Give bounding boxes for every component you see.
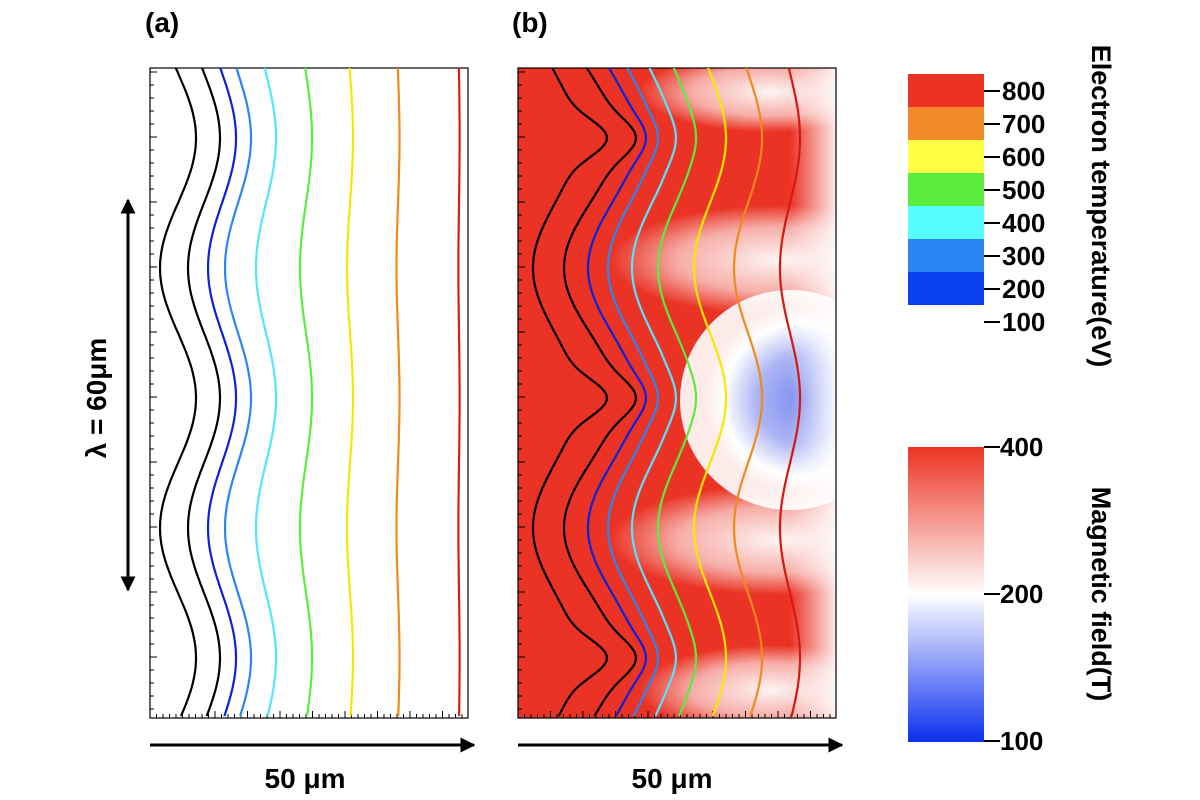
colorbar-tick-label: 500 bbox=[1002, 175, 1045, 205]
field-colorbar-gradient bbox=[908, 447, 984, 742]
colorbar-tick-label: 600 bbox=[1002, 142, 1045, 172]
panel-b-frame bbox=[517, 67, 837, 719]
contour-line bbox=[586, 68, 647, 717]
colorbar-tick-label: 300 bbox=[1002, 241, 1045, 271]
temperature-colorbar-bands bbox=[908, 74, 984, 305]
panel-b-y-ticks bbox=[518, 71, 525, 710]
panel-b-label: (b) bbox=[512, 7, 548, 38]
contour-line bbox=[254, 68, 278, 717]
field-colorbar-ticks: 400 200 100 bbox=[984, 432, 1043, 756]
contour-line bbox=[606, 68, 659, 717]
panel-b-xlabel: 50 μm bbox=[632, 763, 713, 794]
contour-line bbox=[186, 68, 222, 717]
panel-a-xlabel: 50 μm bbox=[265, 763, 346, 794]
colorbar-tick-label: 200 bbox=[1002, 274, 1045, 304]
contour-line bbox=[531, 68, 608, 717]
contour-line bbox=[298, 68, 314, 717]
panel-a-contours bbox=[158, 68, 461, 717]
colorbar-tick-label: 800 bbox=[1002, 76, 1045, 106]
contour-line bbox=[345, 68, 355, 717]
panel-b-contours bbox=[531, 68, 802, 717]
contour-line bbox=[395, 68, 401, 717]
panel-a-y-ticks bbox=[150, 71, 157, 710]
colorbar-band bbox=[908, 140, 984, 173]
panel-b bbox=[517, 67, 837, 719]
colorbar-tick-label: 100 bbox=[1002, 307, 1045, 337]
colorbar-band bbox=[908, 74, 984, 107]
field-colorbar: 400 200 100 Magnetic field(T) bbox=[908, 432, 1116, 756]
colorbar-band bbox=[908, 173, 984, 206]
colorbar-tick-label: 100 bbox=[1000, 726, 1043, 756]
colorbar-band bbox=[908, 206, 984, 239]
contour-line bbox=[656, 68, 698, 717]
contour-line bbox=[562, 68, 637, 717]
colorbar-tick-label: 200 bbox=[1000, 579, 1043, 609]
contour-line bbox=[457, 68, 461, 717]
colorbar-tick-label: 700 bbox=[1002, 109, 1045, 139]
contour-line bbox=[732, 68, 764, 717]
contour-line bbox=[158, 68, 198, 717]
colorbar-band bbox=[908, 107, 984, 140]
wavelength-label: λ = 60μm bbox=[81, 338, 112, 459]
temperature-colorbar-title: Electron temperature(eV) bbox=[1086, 45, 1116, 368]
field-colorbar-title: Magnetic field(T) bbox=[1086, 487, 1116, 702]
panel-a-label: (a) bbox=[145, 7, 179, 38]
colorbar-band bbox=[908, 272, 984, 305]
contour-line bbox=[630, 68, 677, 717]
contour-line bbox=[206, 68, 238, 717]
panel-a bbox=[149, 67, 469, 719]
contour-line bbox=[778, 68, 802, 717]
colorbar-tick-label: 400 bbox=[1000, 432, 1043, 462]
colorbar-band bbox=[908, 239, 984, 272]
contour-line bbox=[223, 68, 253, 717]
panel-b-x-ticks bbox=[517, 711, 831, 718]
colorbar-tick-label: 400 bbox=[1002, 208, 1045, 238]
contour-line bbox=[692, 68, 728, 717]
